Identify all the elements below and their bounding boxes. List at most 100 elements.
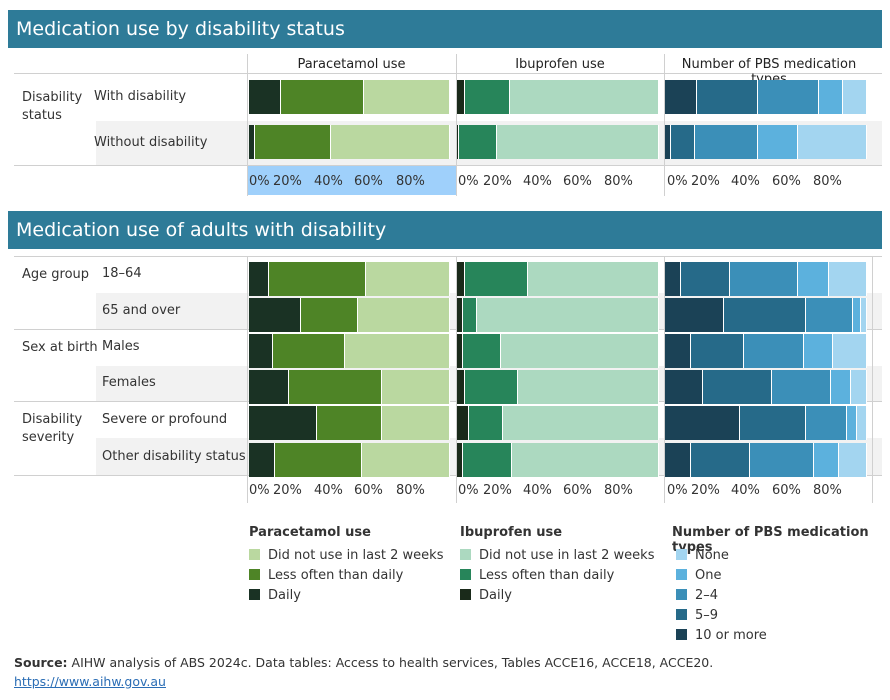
- legend-label: None: [695, 548, 729, 563]
- bar-segment: [806, 406, 847, 440]
- axis-highlight: [248, 166, 456, 195]
- bar-segment: [846, 406, 857, 440]
- legend-label: Did not use in last 2 weeks: [268, 548, 444, 563]
- bar-segment: [757, 125, 799, 159]
- column-header-ibuprofen: Ibuprofen use: [515, 57, 605, 72]
- bar-segment: [289, 370, 382, 404]
- bar-segment: [806, 298, 853, 332]
- bar-segment: [457, 80, 466, 114]
- bar-segment: [249, 125, 256, 159]
- bar-segment: [804, 334, 833, 368]
- bar-segment: [665, 370, 704, 404]
- stacked-bar: [665, 406, 867, 440]
- axis-tick-label: 80%: [813, 483, 842, 498]
- stacked-bar: [665, 262, 867, 296]
- bar-segment: [477, 298, 659, 332]
- stacked-bar: [665, 443, 867, 477]
- row-label: Females: [102, 375, 156, 390]
- divider: [14, 73, 882, 74]
- group-label: Age group: [22, 267, 90, 282]
- legend-label: Less often than daily: [268, 568, 404, 583]
- bar-segment: [457, 298, 464, 332]
- panel-separator: [247, 256, 248, 503]
- axis-tick-label: 80%: [604, 483, 633, 498]
- axis-tick-label: 80%: [813, 174, 842, 189]
- bar-segment: [671, 125, 696, 159]
- bar-segment: [729, 262, 799, 296]
- legend-title-ibuprofen: Ibuprofen use: [460, 525, 563, 540]
- bar-segment: [838, 443, 867, 477]
- stacked-bar: [249, 298, 450, 332]
- bar-segment: [856, 406, 867, 440]
- stacked-bar: [665, 125, 867, 159]
- panel-separator: [664, 256, 665, 503]
- legend-swatch: [460, 589, 471, 600]
- legend-swatch: [460, 549, 471, 560]
- legend-title-paracetamol: Paracetamol use: [249, 525, 371, 540]
- legend-item: 5–9: [676, 608, 718, 623]
- bar-segment: [381, 406, 450, 440]
- legend-item: Did not use in last 2 weeks: [249, 548, 443, 563]
- stacked-bar: [457, 298, 659, 332]
- panel-separator: [664, 54, 665, 196]
- legend-item: Less often than daily: [460, 568, 614, 583]
- legend-item: One: [676, 568, 721, 583]
- bar-segment: [691, 334, 744, 368]
- bar-segment: [249, 262, 270, 296]
- bar-segment: [249, 334, 274, 368]
- bar-segment: [463, 334, 502, 368]
- group-label: Sex at birth: [22, 340, 98, 355]
- source-link[interactable]: https://www.aihw.gov.au: [14, 674, 166, 689]
- bar-segment: [757, 80, 819, 114]
- bar-segment: [665, 334, 692, 368]
- legend-swatch: [676, 569, 687, 580]
- legend-item: Less often than daily: [249, 568, 403, 583]
- legend-swatch: [460, 569, 471, 580]
- bar-segment: [852, 298, 861, 332]
- panel-separator: [872, 256, 873, 503]
- bar-segment: [463, 298, 478, 332]
- bar-segment: [457, 406, 470, 440]
- legend-swatch: [249, 569, 260, 580]
- bar-segment: [275, 443, 362, 477]
- bar-segment: [665, 262, 682, 296]
- axis-tick-label: 0%: [249, 174, 270, 189]
- legend-item: None: [676, 548, 729, 563]
- bar-segment: [665, 406, 740, 440]
- legend-swatch: [676, 609, 687, 620]
- legend-item: Did not use in last 2 weeks: [460, 548, 654, 563]
- group-label: Disability severity: [22, 412, 83, 445]
- axis-tick-label: 80%: [396, 483, 425, 498]
- bar-segment: [361, 443, 450, 477]
- bar-segment: [345, 334, 450, 368]
- bar-segment: [743, 334, 805, 368]
- bar-segment: [249, 370, 290, 404]
- stacked-bar: [457, 80, 659, 114]
- section-title: Medication use of adults with disability: [8, 211, 882, 249]
- legend-swatch: [676, 549, 687, 560]
- bar-segment: [697, 80, 758, 114]
- axis-tick-label: 20%: [483, 483, 512, 498]
- bar-segment: [273, 334, 346, 368]
- bar-segment: [503, 406, 659, 440]
- axis-tick-label: 40%: [523, 174, 552, 189]
- axis-tick-label: 20%: [483, 174, 512, 189]
- bar-segment: [381, 370, 450, 404]
- axis-tick-label: 20%: [273, 483, 302, 498]
- bar-segment: [497, 125, 659, 159]
- source-text: AIHW analysis of ABS 2024c. Data tables:…: [67, 655, 714, 670]
- axis-tick-label: 60%: [354, 483, 383, 498]
- legend-item: Daily: [460, 588, 512, 603]
- legend-swatch: [249, 549, 260, 560]
- source-link-line: https://www.aihw.gov.au: [14, 674, 166, 689]
- bar-segment: [681, 262, 730, 296]
- stacked-bar: [457, 443, 659, 477]
- bar-segment: [517, 370, 659, 404]
- bar-segment: [739, 406, 807, 440]
- stacked-bar: [457, 262, 659, 296]
- legend-label: 10 or more: [695, 628, 767, 643]
- bar-segment: [695, 125, 758, 159]
- stacked-bar: [457, 406, 659, 440]
- legend-label: Less often than daily: [479, 568, 615, 583]
- bar-segment: [798, 125, 867, 159]
